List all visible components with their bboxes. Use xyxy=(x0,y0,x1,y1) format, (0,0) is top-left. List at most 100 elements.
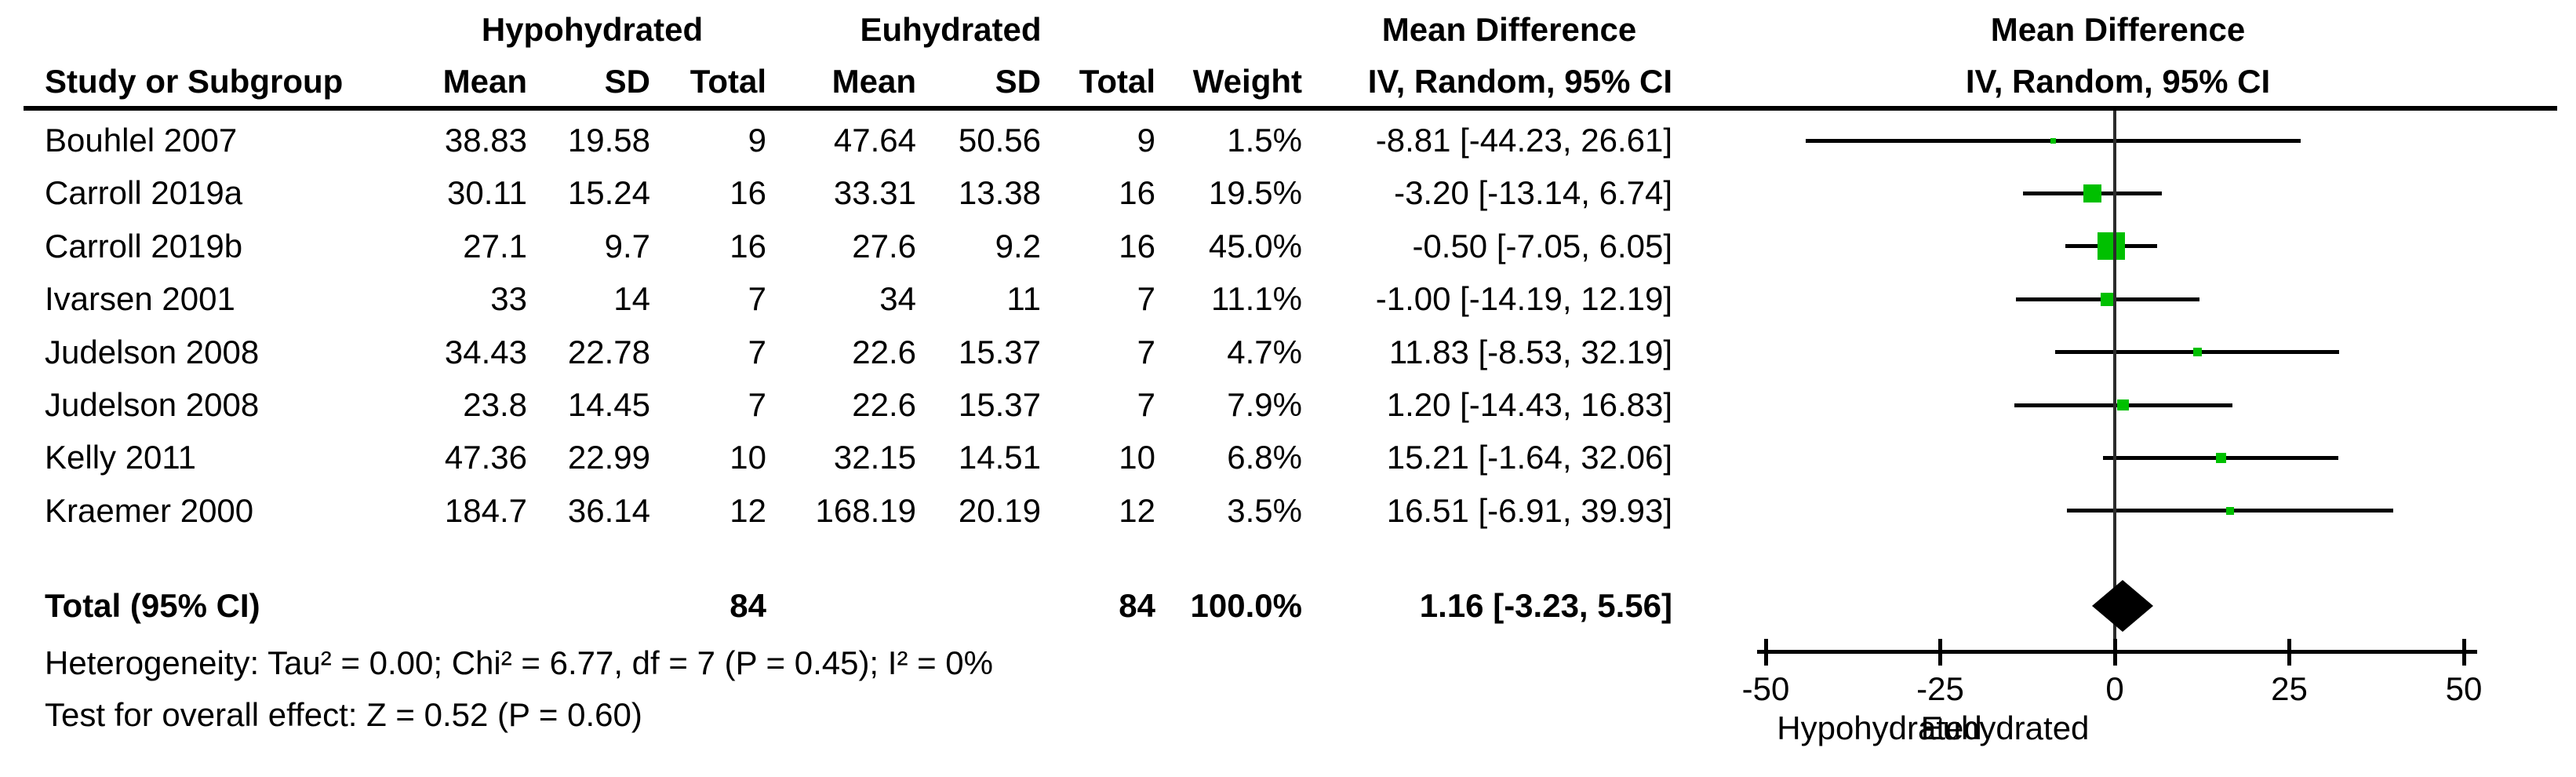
study-label: Judelson 2008 xyxy=(45,333,260,370)
hypo-sd-cell: 15.24 xyxy=(567,174,650,212)
overall-effect-test: Test for overall effect: Z = 0.52 (P = 0… xyxy=(45,696,642,733)
header-divider-rule xyxy=(24,106,2557,111)
point-estimate-square xyxy=(2226,506,2234,515)
eu-total-cell: 12 xyxy=(1119,491,1155,529)
axis-tick-label: -50 xyxy=(1741,670,1790,707)
hypo-sd-cell: 14 xyxy=(613,280,650,318)
eu-mean-cell: 32.15 xyxy=(833,439,916,476)
eu-total-cell: 7 xyxy=(1137,386,1155,423)
weight-cell: 4.7% xyxy=(1227,333,1302,370)
eu-mean-cell: 34 xyxy=(879,280,916,318)
hypo-sd-cell: 22.99 xyxy=(567,439,650,476)
hypo-mean-cell: 27.1 xyxy=(463,227,527,264)
weight-cell: 45.0% xyxy=(1208,227,1302,264)
eu-mean-cell: 22.6 xyxy=(852,333,916,370)
hypo-sd-cell: 36.14 xyxy=(567,491,650,529)
ci-text-cell: -1.00 [-14.19, 12.19] xyxy=(1375,280,1672,318)
col-header-eu-sd: SD xyxy=(995,63,1041,100)
weight-cell: 7.9% xyxy=(1227,386,1302,423)
hypo-mean-cell: 23.8 xyxy=(463,386,527,423)
hypo-sd-cell: 9.7 xyxy=(604,227,650,264)
study-label: Kelly 2011 xyxy=(45,439,197,476)
eu-total-cell: 9 xyxy=(1137,122,1155,159)
hypo-sd-cell: 19.58 xyxy=(567,122,650,159)
weight-cell: 1.5% xyxy=(1227,122,1302,159)
axis-tick xyxy=(2287,639,2291,666)
eu-mean-cell: 33.31 xyxy=(833,174,916,212)
md-plot-header: Mean Difference xyxy=(1990,11,2246,48)
eu-total-cell: 10 xyxy=(1119,439,1155,476)
hypo-total-cell: 7 xyxy=(748,280,766,318)
axis-tick-label: 0 xyxy=(2105,670,2124,707)
eu-mean-cell: 47.64 xyxy=(833,122,916,159)
col-header-study: Study or Subgroup xyxy=(45,63,344,100)
eu-sd-cell: 15.37 xyxy=(958,333,1041,370)
axis-tick-label: -25 xyxy=(1916,670,1964,707)
hypo-mean-cell: 34.43 xyxy=(444,333,527,370)
point-estimate-square xyxy=(2083,184,2101,202)
axis-tick xyxy=(1763,639,1768,666)
study-label: Carroll 2019b xyxy=(45,227,243,264)
col-header-ci: IV, Random, 95% CI xyxy=(1367,63,1672,100)
study-label: Kraemer 2000 xyxy=(45,491,254,529)
total-eu-n: 84 xyxy=(1119,587,1155,624)
col-header-eu-total: Total xyxy=(1079,63,1155,100)
ci-text-cell: 15.21 [-1.64, 32.06] xyxy=(1386,439,1672,476)
point-estimate-square xyxy=(2192,347,2202,357)
x-axis-line xyxy=(1757,650,2477,654)
total-hypo-n: 84 xyxy=(730,587,766,624)
hypo-mean-cell: 47.36 xyxy=(444,439,527,476)
weight-cell: 19.5% xyxy=(1208,174,1302,212)
heterogeneity-stats: Heterogeneity: Tau² = 0.00; Chi² = 6.77,… xyxy=(45,644,993,681)
axis-tick xyxy=(2112,639,2117,666)
col-header-hypo-sd: SD xyxy=(604,63,650,100)
col-header-hypo-total: Total xyxy=(689,63,766,100)
axis-side-label-euhydrated: Euhydrated xyxy=(1920,710,2090,746)
eu-mean-cell: 22.6 xyxy=(852,386,916,423)
point-estimate-square xyxy=(2101,292,2115,306)
eu-sd-cell: 15.37 xyxy=(958,386,1041,423)
hypo-mean-cell: 30.11 xyxy=(447,174,527,212)
ci-text-cell: -3.20 [-13.14, 6.74] xyxy=(1394,174,1672,212)
eu-sd-cell: 20.19 xyxy=(958,491,1041,529)
ci-text-cell: 11.83 [-8.53, 32.19] xyxy=(1388,333,1672,370)
md-column-header: Mean Difference xyxy=(1381,11,1637,48)
ci-text-cell: -0.50 [-7.05, 6.05] xyxy=(1412,227,1672,264)
point-estimate-square xyxy=(2215,452,2227,464)
point-estimate-square xyxy=(2098,232,2126,261)
group-header-euhydrated: Euhydrated xyxy=(860,11,1042,48)
axis-tick xyxy=(2461,639,2466,666)
total-weight: 100.0% xyxy=(1190,587,1302,624)
eu-sd-cell: 13.38 xyxy=(958,174,1041,212)
point-estimate-square xyxy=(2117,399,2129,411)
eu-total-cell: 7 xyxy=(1137,280,1155,318)
study-label: Carroll 2019a xyxy=(45,174,243,212)
study-label: Judelson 2008 xyxy=(45,386,260,423)
point-estimate-square xyxy=(2050,137,2057,144)
eu-sd-cell: 9.2 xyxy=(995,227,1041,264)
study-label: Bouhlel 2007 xyxy=(45,122,238,159)
axis-side-label-hypohydrated: Hypohydrated xyxy=(1777,710,1982,746)
weight-cell: 11.1% xyxy=(1211,280,1302,318)
col-header-eu-mean: Mean xyxy=(831,63,916,100)
hypo-mean-cell: 33 xyxy=(490,280,527,318)
ci-text-cell: 1.20 [-14.43, 16.83] xyxy=(1386,386,1672,423)
weight-cell: 6.8% xyxy=(1227,439,1302,476)
hypo-total-cell: 9 xyxy=(748,122,766,159)
axis-tick xyxy=(1938,639,1942,666)
hypo-total-cell: 7 xyxy=(748,333,766,370)
col-header-weight: Weight xyxy=(1192,63,1302,100)
axis-tick-label: 25 xyxy=(2271,670,2308,707)
ci-text-cell: -8.81 [-44.23, 26.61] xyxy=(1375,122,1672,159)
plot-header-ci: IV, Random, 95% CI xyxy=(1965,63,2271,100)
hypo-mean-cell: 184.7 xyxy=(444,491,527,529)
eu-total-cell: 7 xyxy=(1137,333,1155,370)
eu-total-cell: 16 xyxy=(1119,227,1155,264)
eu-sd-cell: 50.56 xyxy=(958,122,1041,159)
axis-tick-label: 50 xyxy=(2445,670,2483,707)
col-header-hypo-mean: Mean xyxy=(442,63,527,100)
study-label: Ivarsen 2001 xyxy=(45,280,235,318)
zero-reference-line xyxy=(2113,111,2116,652)
eu-mean-cell: 168.19 xyxy=(815,491,916,529)
